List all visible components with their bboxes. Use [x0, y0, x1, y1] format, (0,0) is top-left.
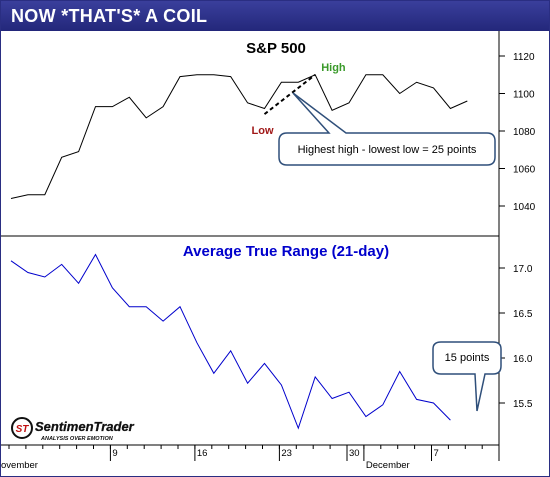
- chart-area: 1040 1060 1080 1100 1120 15.5 16.0 16.5 17.0 ov…: [1, 31, 536, 471]
- atr-y-tick-label: 16.5: [513, 309, 533, 320]
- high-label: High: [321, 62, 346, 74]
- x-tick-label: 30: [349, 448, 360, 459]
- x-tick-label: 23: [281, 448, 292, 459]
- x-tick-label: ovember: [1, 460, 38, 471]
- sp-y-tick-label: 1100: [513, 90, 535, 101]
- atr-y-tick-label: 16.0: [513, 354, 533, 365]
- sp-y-tick-label: 1080: [513, 127, 536, 138]
- sp500-series: [10, 74, 468, 199]
- sp500-title: S&P 500: [246, 40, 306, 57]
- atr-title: Average True Range (21-day): [183, 243, 389, 260]
- sp500-line: [10, 74, 468, 199]
- page-title: NOW *THAT'S* A COIL: [11, 6, 208, 26]
- range-callout: Highest high - lowest low = 25 points: [278, 92, 496, 166]
- x-tick-label: 9: [112, 448, 117, 459]
- sp-y-tick-label: 1120: [513, 52, 535, 63]
- sp-y-tick-label: 1060: [513, 165, 536, 176]
- logo-wordmark: SentimenTrader: [35, 419, 135, 434]
- logo-emblem-letters: ST: [16, 424, 30, 435]
- sp-y-tick-label: 1040: [513, 202, 536, 213]
- atr-callout: 15 points: [432, 341, 502, 412]
- atr-callout-bubble: [432, 341, 502, 412]
- atr-line: [10, 253, 451, 430]
- atr-y-axis: 15.5 16.0 16.5 17.0: [499, 264, 533, 410]
- x-axis: ovember 9 16 23 30 December 7: [1, 445, 483, 471]
- range-callout-bubble: [278, 92, 496, 166]
- header-bar: NOW *THAT'S* A COIL: [1, 1, 549, 31]
- range-callout-text: Highest high - lowest low = 25 points: [298, 144, 477, 156]
- low-high-dashed-line: [263, 73, 316, 115]
- atr-series: [10, 253, 451, 430]
- logo-emblem-icon: [11, 417, 33, 439]
- sentimentrader-logo: ST SentimenTrader ANALYSIS OVER EMOTION: [11, 417, 135, 442]
- logo-tagline: ANALYSIS OVER EMOTION: [40, 436, 114, 442]
- x-tick-label: December: [366, 460, 410, 471]
- atr-y-tick-label: 15.5: [513, 399, 533, 410]
- atr-y-tick-label: 17.0: [513, 264, 533, 275]
- x-tick-label: 7: [434, 448, 439, 459]
- low-label: Low: [252, 125, 274, 137]
- atr-callout-text: 15 points: [445, 352, 490, 364]
- sp-y-axis: 1040 1060 1080 1100 1120: [499, 52, 536, 213]
- x-tick-label: 16: [197, 448, 208, 459]
